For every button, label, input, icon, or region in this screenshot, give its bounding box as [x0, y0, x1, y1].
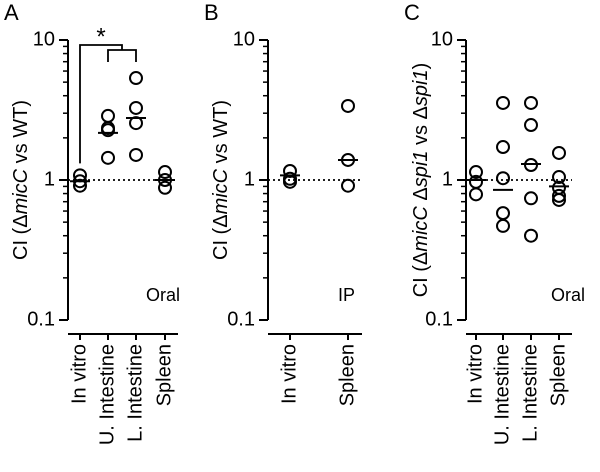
y-label-part: Δ — [410, 187, 432, 206]
y-axis-label: CI (ΔmicC vs WT) — [210, 100, 232, 260]
annotation: IP — [338, 285, 355, 305]
y-tick-label: 10 — [33, 28, 55, 50]
data-point — [469, 165, 483, 180]
y-label-part: CI (Δ — [410, 252, 432, 298]
data-point — [341, 178, 355, 193]
y-tick-label: 10 — [233, 28, 255, 50]
y-tick-label: 0.1 — [227, 308, 255, 330]
y-label-part: ) — [410, 63, 432, 70]
y-tick-label: 0.1 — [425, 308, 453, 330]
annotation: Oral — [146, 285, 180, 305]
y-tick-label: 1 — [44, 168, 55, 190]
panel: B 0.1 1 10 CI (ΔmicC vs WT) In vitro Spleen IP — [204, 0, 362, 406]
y-tick-label: 0.1 — [27, 308, 55, 330]
panel-label: B — [204, 0, 219, 25]
significance-bracket — [107, 49, 137, 62]
x-tick-label: Spleen — [547, 344, 569, 406]
data-point — [101, 150, 115, 165]
y-label-part: vs WT) — [10, 100, 32, 169]
data-point — [496, 218, 510, 233]
data-point — [496, 140, 510, 155]
x-tick-label: L. Intestine — [124, 344, 146, 442]
data-point — [341, 98, 355, 113]
data-point — [158, 165, 172, 180]
y-axis-label: CI (ΔmicC vs WT) — [10, 100, 32, 260]
data-point — [129, 71, 143, 86]
data-point — [101, 123, 115, 138]
data-point — [129, 147, 143, 162]
data-point — [552, 192, 566, 207]
significance-bracket — [79, 44, 123, 164]
y-label-part: micC — [210, 168, 232, 214]
data-point — [524, 118, 538, 133]
y-label-part: micC — [10, 168, 32, 214]
y-label-part: vs WT) — [210, 100, 232, 169]
data-point — [129, 100, 143, 115]
x-tick-label: Spleen — [153, 344, 175, 406]
data-point — [496, 95, 510, 110]
data-point — [524, 191, 538, 206]
data-point — [158, 180, 172, 195]
y-tick-label: 1 — [442, 168, 453, 190]
y-label-part: vs Δ — [410, 106, 432, 150]
y-label-part: CI (Δ — [210, 214, 232, 260]
y-tick-label: 10 — [431, 28, 453, 50]
data-point — [552, 188, 566, 203]
x-tick-label: U. Intestine — [96, 344, 118, 445]
x-tick-label: In vitro — [464, 344, 486, 404]
data-point — [552, 170, 566, 185]
y-label-part: spi1 — [410, 69, 432, 106]
x-tick-label: In vitro — [278, 344, 300, 404]
annotation: Oral — [551, 285, 585, 305]
data-point — [283, 163, 297, 178]
data-point — [496, 171, 510, 186]
data-point — [524, 95, 538, 110]
data-point — [524, 228, 538, 243]
x-tick-label: L. Intestine — [519, 344, 541, 442]
data-point — [496, 206, 510, 221]
data-point — [469, 187, 483, 202]
y-label-part: micC — [410, 206, 432, 252]
data-point — [101, 108, 115, 123]
significance-label: * — [96, 23, 105, 50]
panel: A 0.1 1 10 CI (ΔmicC vs WT) In vitro U. Intest… — [4, 0, 180, 445]
y-axis-label: CI (ΔmicC Δspi1 vs Δspi1) — [410, 63, 432, 298]
x-tick-label: U. Intestine — [491, 344, 513, 445]
panel-label: C — [404, 0, 420, 25]
y-tick-label: 1 — [244, 168, 255, 190]
panel-label: A — [4, 0, 19, 25]
x-tick-label: In vitro — [68, 344, 90, 404]
panel: C 0.1 1 10 CI (ΔmicC Δspi1 vs Δspi1) In vitro… — [404, 0, 585, 445]
x-tick-label: Spleen — [336, 344, 358, 406]
data-point — [73, 178, 87, 193]
data-point — [552, 145, 566, 160]
y-label-part: CI (Δ — [10, 214, 32, 260]
y-label-part: spi1 — [410, 151, 432, 188]
